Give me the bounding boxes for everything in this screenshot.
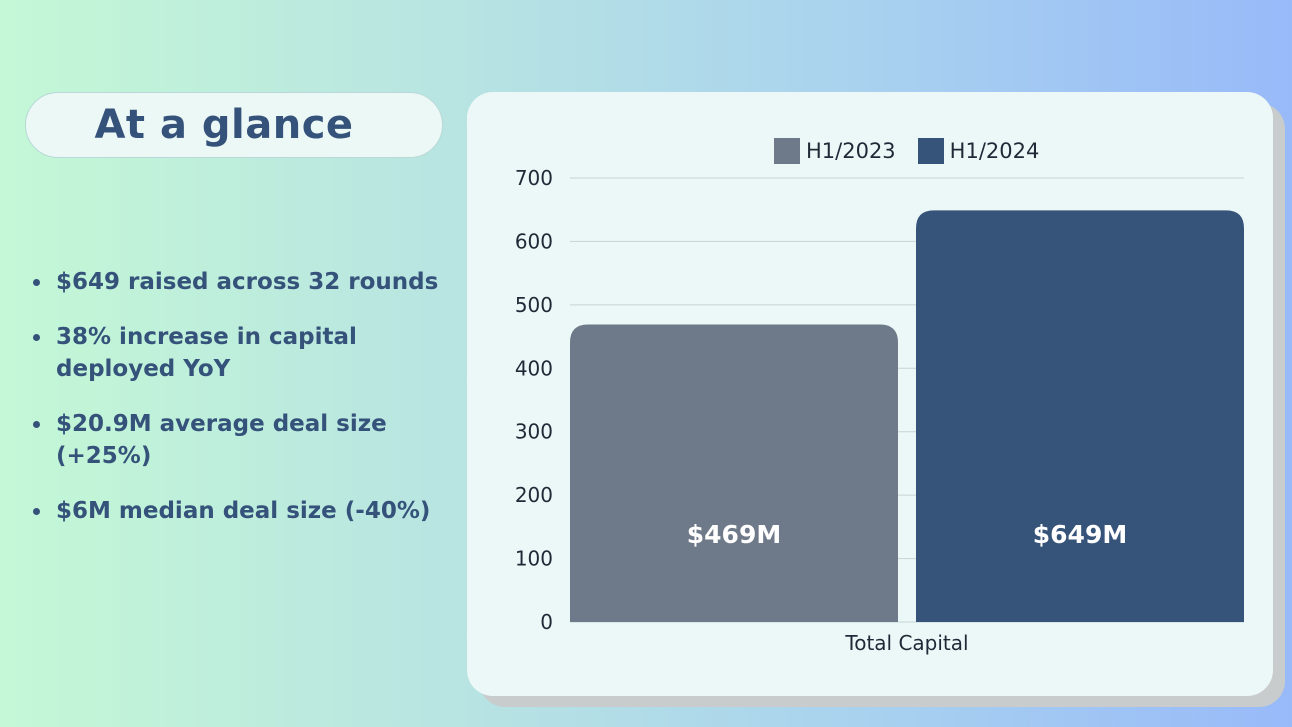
stat-bullet-raised: $649 raised across 32 rounds [32,266,452,298]
y-tick-label-400: 400 [515,356,553,380]
stat-bullet-median-deal: $6M median deal size (-40%) [32,495,452,527]
title-pill: At a glance [25,92,443,158]
y-tick-label-500: 500 [515,293,553,317]
y-tick-label-600: 600 [515,229,553,253]
page-title: At a glance [94,102,354,148]
key-stats-list: $649 raised across 32 rounds 38% increas… [32,266,452,550]
x-category-label: Total Capital [844,631,968,655]
legend-label-h1-2023: H1/2023 [806,139,896,163]
bar-h1-2024 [916,210,1244,622]
y-tick-label-100: 100 [515,547,553,571]
data-label-h1-2023: $469M [687,520,781,549]
y-tick-label-300: 300 [515,420,553,444]
legend-item-h1-2023: H1/2023 [774,138,896,164]
legend-swatch-h1-2023 [774,138,800,164]
chart-legend: H1/2023 H1/2024 [774,138,1061,164]
bar-chart: 0 100 200 300 400 500 600 700 $469M $649M Total Ca… [515,166,1244,655]
y-tick-label-700: 700 [515,166,553,190]
y-tick-label-0: 0 [540,610,553,634]
y-tick-label-200: 200 [515,483,553,507]
stat-bullet-capital-increase: 38% increase in capital deployed YoY [32,321,452,385]
legend-item-h1-2024: H1/2024 [917,138,1040,164]
legend-label-h1-2024: H1/2024 [949,139,1040,163]
bar-h1-2023 [570,324,898,622]
data-label-h1-2024: $649M [1033,520,1127,549]
chart-card: H1/2023 H1/2024 0 100 200 300 400 500 600 700 $4… [467,92,1273,696]
stat-bullet-average-deal: $20.9M average deal size (+25%) [32,408,452,472]
legend-swatch-h1-2024 [917,138,944,164]
